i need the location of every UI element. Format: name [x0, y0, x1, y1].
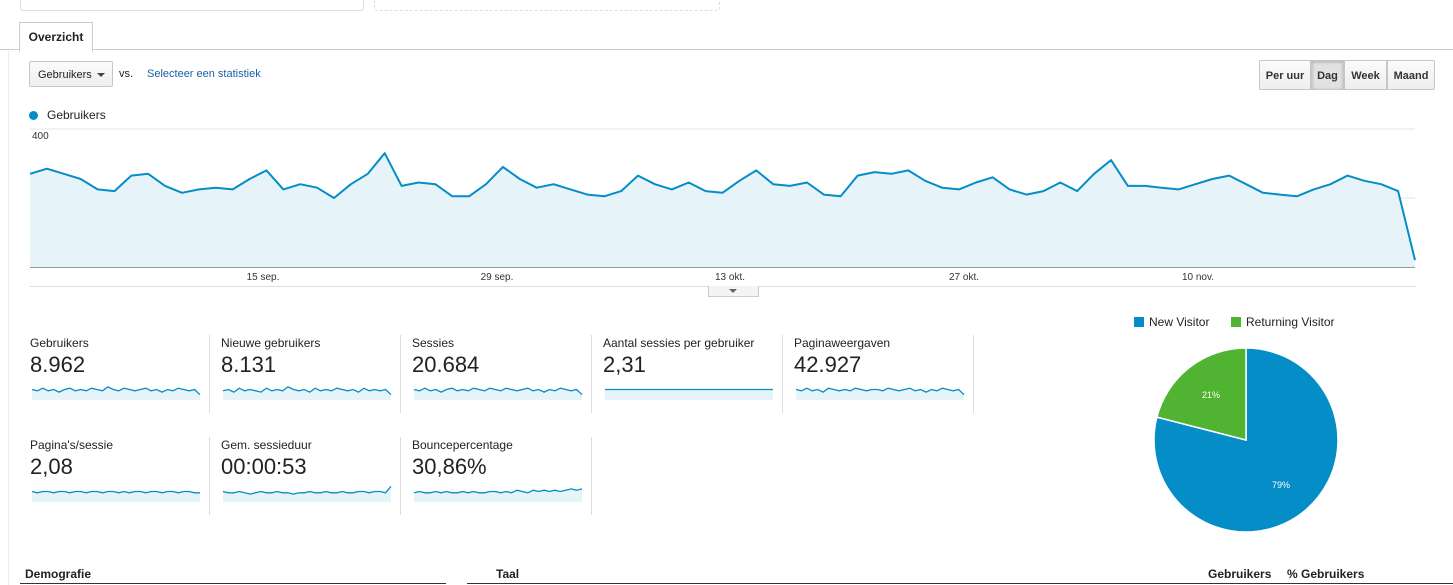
pie-slice-label: 21%: [1202, 390, 1220, 400]
chart-legend-label: Gebruikers: [47, 108, 106, 122]
metric-value: 00:00:53: [221, 454, 307, 479]
legend-swatch-returning-visitor: [1231, 317, 1241, 327]
chevron-down-icon: [729, 289, 737, 293]
demografie-heading: Demografie: [25, 567, 92, 581]
metric-sessieduur: Gem. sessieduur 00:00:53: [221, 438, 399, 516]
legend-dot-gebruikers: [29, 111, 38, 120]
metric-value: 8.131: [221, 352, 277, 377]
sparkline-line: [222, 386, 392, 396]
sparkline-line: [413, 387, 583, 396]
sparkline-line: [222, 485, 392, 495]
metric-value: 42.927: [794, 352, 862, 377]
metric-select[interactable]: Gebruikers: [29, 61, 113, 87]
taal-underline: [467, 583, 1453, 584]
metric-sessies-per-gebruiker: Aantal sessies per gebruiker 2,31: [603, 336, 781, 414]
granularity-dag[interactable]: Dag: [1311, 60, 1344, 90]
metric-divider: [209, 335, 210, 413]
sparkline-area: [223, 486, 391, 502]
col-gebruikers: Gebruikers: [1208, 567, 1272, 581]
col-pct-gebruikers: % Gebruikers: [1287, 567, 1365, 581]
sparkline-area: [796, 388, 964, 400]
sparkline-line: [31, 386, 201, 396]
metric-divider: [591, 437, 592, 515]
taal-heading: Taal: [496, 567, 520, 581]
x-tick-label: 29 sep.: [480, 272, 514, 283]
series-line-gebruikers: [29, 152, 1416, 261]
sparkline: [413, 387, 583, 400]
metric-label: Aantal sessies per gebruiker: [603, 336, 755, 350]
sparkline: [31, 490, 200, 502]
metric-value: 20.684: [412, 352, 480, 377]
metric-select-value: Gebruikers: [38, 69, 92, 81]
metric-bouncepercentage: Bouncepercentage 30,86%: [412, 438, 590, 516]
sparkline-line: [795, 387, 965, 396]
x-tick-label: 27 okt.: [948, 272, 980, 283]
metric-divider: [591, 335, 592, 413]
collapse-handle[interactable]: [708, 286, 759, 297]
y-tick-400: 400: [32, 131, 49, 142]
sparkline: [222, 485, 392, 502]
metric-gebruikers: Gebruikers 8.962: [30, 336, 208, 414]
tab-overzicht[interactable]: Overzicht: [19, 22, 93, 52]
select-stat-link[interactable]: Selecteer een statistiek: [147, 68, 261, 80]
sparkline: [222, 386, 392, 400]
metric-paginas-per-sessie: Pagina's/sessie 2,08: [30, 438, 208, 516]
x-tick-label: 10 nov.: [1181, 272, 1215, 283]
sparkline-area: [414, 388, 582, 400]
granularity-week[interactable]: Week: [1344, 60, 1387, 90]
metric-value: 8.962: [30, 352, 86, 377]
sparkline-area: [605, 389, 773, 400]
sparkline-line: [413, 488, 583, 494]
metric-label: Sessies: [412, 336, 455, 350]
metric-divider: [400, 437, 401, 515]
tab-divider: [0, 49, 1453, 50]
demografie-underline: [20, 583, 446, 584]
sparkline-area: [223, 386, 391, 400]
chevron-down-icon: [97, 73, 105, 77]
pie-slice-1: [1155, 347, 1247, 441]
vs-label: vs.: [119, 68, 134, 80]
sparkline-line: [31, 490, 200, 494]
sparkline-area: [414, 488, 582, 502]
metric-label: Pagina's/sessie: [30, 438, 114, 452]
metric-value: 2,31: [603, 352, 646, 377]
metric-label: Gebruikers: [30, 336, 89, 350]
segment-box-2: [374, 0, 720, 11]
granularity-maand[interactable]: Maand: [1387, 60, 1435, 90]
sparkline-area: [32, 386, 200, 400]
main-chart: [29, 128, 1416, 268]
metric-label: Nieuwe gebruikers: [221, 336, 321, 350]
metric-label: Gem. sessieduur: [221, 438, 312, 452]
metric-divider: [400, 335, 401, 413]
metric-nieuwe-gebruikers: Nieuwe gebruikers 8.131: [221, 336, 399, 414]
left-border: [8, 50, 9, 585]
metric-divider: [973, 335, 974, 413]
x-tick-label: 15 sep.: [246, 272, 280, 283]
visitor-pie-chart: 79% 21%: [1153, 347, 1339, 533]
metric-label: Bouncepercentage: [412, 438, 513, 452]
sparkline: [31, 386, 201, 400]
legend-swatch-new-visitor: [1134, 317, 1144, 327]
sparkline-area: [32, 491, 200, 502]
pie-slice-label: 79%: [1272, 480, 1290, 490]
granularity-per-uur[interactable]: Per uur: [1259, 60, 1311, 90]
metric-sessies: Sessies 20.684: [412, 336, 590, 414]
sparkline: [605, 388, 773, 400]
x-tick-label: 13 okt.: [714, 272, 746, 283]
sparkline: [795, 387, 965, 400]
metric-divider: [782, 335, 783, 413]
pie-slice-0: [1153, 347, 1339, 533]
metric-divider: [209, 437, 210, 515]
segment-box-1: [20, 0, 364, 11]
metric-paginaweergaven: Paginaweergaven 42.927: [794, 336, 972, 414]
metric-value: 2,08: [30, 454, 73, 479]
sparkline: [413, 488, 583, 502]
series-area: [30, 153, 1415, 267]
legend-returning-visitor: Returning Visitor: [1246, 315, 1335, 329]
metric-label: Paginaweergaven: [794, 336, 891, 350]
legend-new-visitor: New Visitor: [1149, 315, 1210, 329]
metric-value: 30,86%: [412, 454, 487, 479]
